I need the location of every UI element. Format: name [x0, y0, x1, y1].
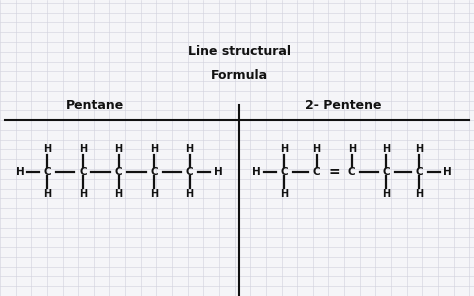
- Text: H: H: [415, 189, 424, 199]
- Text: H: H: [382, 144, 391, 155]
- Text: C: C: [281, 167, 288, 177]
- Text: C: C: [186, 167, 193, 177]
- Text: Formula: Formula: [211, 69, 268, 82]
- Text: C: C: [383, 167, 390, 177]
- Text: H: H: [382, 189, 391, 199]
- Text: H: H: [114, 189, 123, 199]
- Text: C: C: [313, 167, 320, 177]
- Text: H: H: [43, 189, 52, 199]
- Text: H: H: [280, 144, 289, 155]
- Text: H: H: [280, 189, 289, 199]
- Text: H: H: [185, 144, 194, 155]
- Text: C: C: [416, 167, 423, 177]
- Text: H: H: [185, 189, 194, 199]
- Text: H: H: [312, 144, 321, 155]
- Text: C: C: [115, 167, 122, 177]
- Text: H: H: [150, 144, 158, 155]
- Text: C: C: [150, 167, 158, 177]
- Text: H: H: [16, 167, 24, 177]
- Text: C: C: [79, 167, 87, 177]
- Text: Pentane: Pentane: [66, 99, 124, 112]
- Text: H: H: [214, 167, 222, 177]
- Text: H: H: [79, 144, 87, 155]
- Text: H: H: [415, 144, 424, 155]
- Text: H: H: [79, 189, 87, 199]
- Text: =: =: [328, 165, 340, 179]
- Text: H: H: [150, 189, 158, 199]
- Text: H: H: [43, 144, 52, 155]
- Text: H: H: [443, 167, 452, 177]
- Text: C: C: [348, 167, 356, 177]
- Text: H: H: [114, 144, 123, 155]
- Text: H: H: [347, 144, 356, 155]
- Text: Line structural: Line structural: [188, 45, 291, 58]
- Text: H: H: [252, 167, 260, 177]
- Text: C: C: [44, 167, 51, 177]
- Text: 2- Pentene: 2- Pentene: [305, 99, 382, 112]
